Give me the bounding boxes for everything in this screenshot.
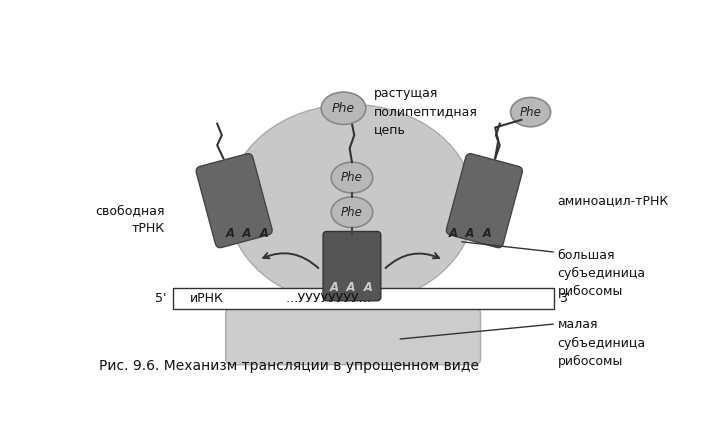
Text: 3': 3' xyxy=(559,292,571,305)
Text: иРНК: иРНК xyxy=(189,292,224,305)
Text: A  A  A: A A A xyxy=(449,226,493,240)
Text: A  A  A: A A A xyxy=(226,226,270,240)
Ellipse shape xyxy=(321,92,366,125)
Text: A  A  A: A A A xyxy=(330,281,374,294)
FancyBboxPatch shape xyxy=(172,288,554,309)
Text: Phe: Phe xyxy=(332,102,355,115)
Text: Рис. 9.6. Механизм трансляции в упрощенном виде: Рис. 9.6. Механизм трансляции в упрощенн… xyxy=(99,359,479,373)
Text: Phe: Phe xyxy=(341,206,363,219)
Text: малая
субъединица
рибосомы: малая субъединица рибосомы xyxy=(557,318,646,368)
Ellipse shape xyxy=(510,98,550,127)
Ellipse shape xyxy=(331,197,373,228)
FancyBboxPatch shape xyxy=(447,154,522,248)
Ellipse shape xyxy=(331,162,373,193)
Text: Phe: Phe xyxy=(519,106,542,119)
Text: аминоацил-тРНК: аминоацил-тРНК xyxy=(557,194,669,207)
FancyBboxPatch shape xyxy=(196,154,272,248)
Text: …УУУУУУУУ…: …УУУУУУУУ… xyxy=(285,292,371,305)
Text: свободная
тРНК: свободная тРНК xyxy=(95,205,165,235)
Text: Phe: Phe xyxy=(341,171,363,184)
FancyBboxPatch shape xyxy=(226,308,481,365)
Text: 5': 5' xyxy=(155,292,166,305)
Text: растущая
полипептидная
цепь: растущая полипептидная цепь xyxy=(374,88,478,136)
Text: большая
субъединица
рибосомы: большая субъединица рибосомы xyxy=(557,249,646,298)
Ellipse shape xyxy=(228,104,475,305)
FancyBboxPatch shape xyxy=(323,232,381,301)
